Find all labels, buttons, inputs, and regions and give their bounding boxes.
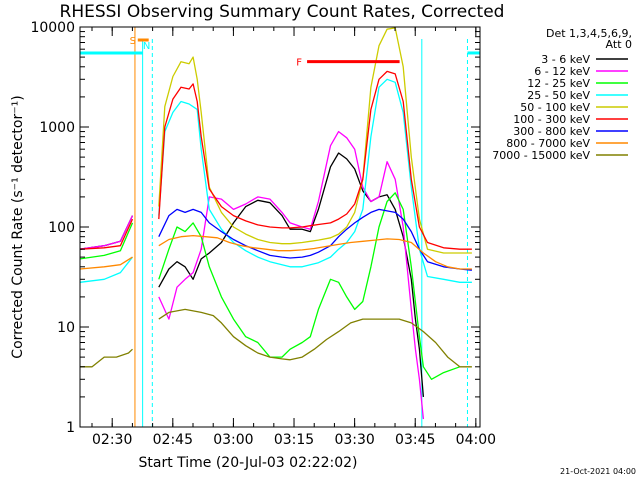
legend-label-2: 6 - 12 keV: [534, 65, 590, 78]
x-tick-label: 02:45: [153, 432, 193, 448]
axes: 1 10 100 1000 10000 02:30 02:45 03:00 03:15 03:30…: [30, 20, 496, 448]
legend-label-8: 800 - 7000 keV: [506, 137, 590, 150]
series-line-7: [158, 208, 472, 271]
series-line-1: [79, 152, 425, 397]
night-label: N: [143, 41, 150, 52]
chart-title: RHESSI Observing Summary Count Rates, Co…: [60, 2, 505, 22]
x-tick-label: 03:45: [395, 432, 435, 448]
legend-label-7: 300 - 800 keV: [513, 125, 590, 138]
x-tick-label: 04:00: [456, 432, 496, 448]
series-line-5: [158, 27, 472, 254]
x-axis-label: Start Time (20-Jul-03 02:22:02): [138, 455, 357, 471]
saa-label: S: [130, 36, 136, 47]
series-line-4: [79, 78, 472, 283]
y-axis-label: Corrected Count Rate (s⁻¹ detector⁻¹): [10, 95, 26, 358]
legend-header: Att 0: [606, 38, 632, 51]
legend-label-4: 25 - 50 keV: [527, 89, 590, 102]
y-tick-label: 1: [66, 420, 75, 436]
flare-label: F: [296, 58, 302, 69]
series-line-8: [79, 234, 472, 270]
y-tick-label: 10000: [30, 20, 75, 36]
y-tick-label: 100: [48, 220, 75, 236]
series-line-9: [80, 308, 472, 368]
legend-header: Det 1,3,4,5,6,9,: [546, 27, 632, 40]
series-line-6: [79, 70, 472, 250]
plot-data: F S N: [79, 27, 480, 427]
y-tick-label: 1000: [39, 120, 75, 136]
legend-label-1: 3 - 6 keV: [541, 53, 590, 66]
x-tick-label: 03:30: [334, 432, 374, 448]
legend-label-6: 100 - 300 keV: [513, 113, 590, 126]
legend-label-5: 50 - 100 keV: [520, 101, 590, 114]
x-tick-label: 03:00: [213, 432, 253, 448]
series-line-3: [79, 192, 461, 380]
legend-label-9: 7000 - 15000 keV: [492, 149, 590, 162]
y-tick-label: 10: [57, 320, 75, 336]
x-tick-label: 03:15: [274, 432, 314, 448]
x-tick-label: 02:30: [92, 432, 132, 448]
legend-label-3: 12 - 25 keV: [527, 77, 590, 90]
series-line-2: [79, 130, 425, 420]
timestamp: 21-Oct-2021 04:00: [560, 467, 636, 476]
